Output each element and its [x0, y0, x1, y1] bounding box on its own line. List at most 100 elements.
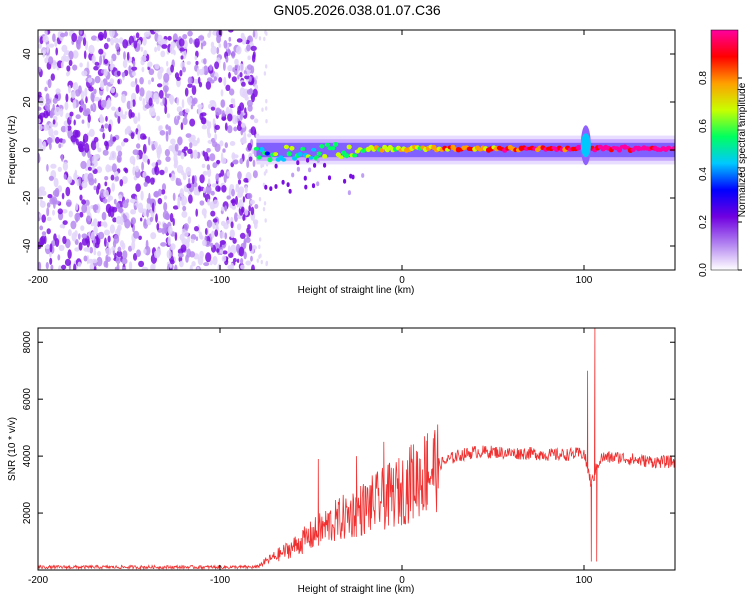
noise-speckle: [42, 141, 47, 150]
noise-speckle: [81, 204, 88, 214]
noise-speckle: [47, 78, 52, 89]
noise-speckle: [45, 93, 50, 102]
noise-speckle: [110, 37, 115, 46]
noise-speckle: [74, 230, 78, 237]
signal-blob: [308, 156, 314, 160]
noise-speckle: [117, 150, 123, 157]
noise-speckle: [197, 256, 204, 266]
noise-speckle: [234, 69, 238, 76]
noise-speckle: [162, 96, 165, 106]
noise-speckle: [248, 205, 251, 212]
noise-speckle: [93, 185, 97, 191]
noise-speckle: [212, 218, 218, 223]
noise-speckle: [214, 133, 218, 141]
noise-speckle: [246, 159, 250, 169]
colorbar-label: Normalized spectral amplitude: [737, 82, 748, 217]
noise-speckle: [174, 264, 178, 270]
noise-speckle: [52, 33, 56, 42]
noise-speckle: [91, 258, 98, 264]
noise-speckle: [38, 118, 41, 124]
noise-speckle: [241, 81, 246, 87]
noise-speckle: [250, 114, 255, 120]
noise-speckle: [239, 232, 246, 239]
noise-speckle: [189, 264, 193, 270]
noise-speckle: [54, 106, 61, 117]
noise-speckle: [121, 242, 126, 250]
noise-speckle: [197, 76, 201, 84]
noise-speckle: [243, 251, 247, 260]
noise-speckle: [78, 242, 83, 251]
noise-speckle: [150, 177, 155, 185]
noise-speckle: [86, 215, 91, 225]
noise-speckle: [206, 148, 211, 153]
noise-speckle: [116, 51, 121, 56]
snr-line: [38, 328, 675, 570]
signal-blob: [313, 163, 317, 168]
noise-speckle: [154, 250, 161, 259]
noise-speckle: [251, 264, 255, 270]
noise-speckle: [192, 149, 198, 160]
noise-speckle: [132, 60, 136, 67]
noise-speckle: [140, 55, 147, 62]
noise-speckle: [143, 218, 147, 226]
noise-speckle: [251, 53, 256, 63]
noise-speckle: [228, 252, 234, 258]
snr-panel: -200 -100 0 100 2000 4000 6000 8000 Height of s…: [7, 327, 676, 595]
noise-speckle: [228, 72, 231, 79]
noise-speckle: [91, 35, 98, 41]
noise-speckle: [202, 239, 207, 247]
noise-speckle: [84, 142, 90, 153]
noise-speckle: [135, 84, 140, 94]
noise-speckle: [44, 57, 49, 64]
signal-blob: [281, 157, 287, 162]
signal-blob: [316, 181, 320, 187]
noise-speckle: [131, 71, 137, 77]
noise-speckle: [210, 210, 216, 217]
noise-speckle: [265, 169, 268, 174]
noise-speckle: [196, 67, 200, 77]
noise-speckle: [232, 154, 239, 159]
noise-speckle: [41, 231, 47, 236]
noise-speckle: [214, 229, 219, 237]
noise-speckle: [180, 122, 184, 131]
noise-speckle: [122, 59, 128, 69]
noise-speckle: [98, 231, 105, 240]
noise-speckle: [80, 98, 84, 108]
noise-speckle: [72, 99, 77, 109]
signal-blob: [272, 152, 279, 157]
noise-speckle: [236, 223, 242, 231]
noise-speckle: [246, 192, 253, 200]
noise-speckle: [126, 198, 130, 203]
noise-speckle: [72, 82, 77, 90]
noise-speckle: [165, 156, 171, 163]
noise-speckle: [128, 261, 133, 270]
noise-speckle: [112, 217, 117, 223]
snr-xlabel: Height of straight line (km): [298, 584, 415, 595]
signal-blob: [256, 155, 262, 160]
noise-speckle: [219, 140, 224, 147]
noise-speckle: [146, 208, 150, 218]
noise-speckle: [212, 255, 218, 266]
noise-speckle: [116, 70, 121, 77]
signal-blob: [311, 147, 317, 152]
noise-speckle: [52, 103, 55, 111]
noise-speckle: [208, 121, 212, 129]
noise-speckle: [108, 156, 113, 161]
noise-speckle: [50, 264, 54, 270]
y-tick-label: 40: [22, 48, 33, 60]
noise-speckle: [111, 163, 117, 173]
noise-speckle: [88, 86, 94, 92]
signal-blob: [291, 172, 295, 178]
signal-blob: [308, 167, 312, 173]
noise-speckle: [206, 164, 211, 171]
noise-speckle: [176, 97, 180, 106]
noise-speckle: [142, 98, 146, 107]
noise-speckle: [236, 258, 240, 263]
noise-speckle: [74, 212, 81, 222]
snr-frame: [37, 327, 676, 571]
noise-speckle: [104, 176, 109, 181]
noise-speckle: [114, 266, 119, 270]
noise-speckle: [112, 239, 117, 248]
noise-speckle: [122, 39, 129, 49]
